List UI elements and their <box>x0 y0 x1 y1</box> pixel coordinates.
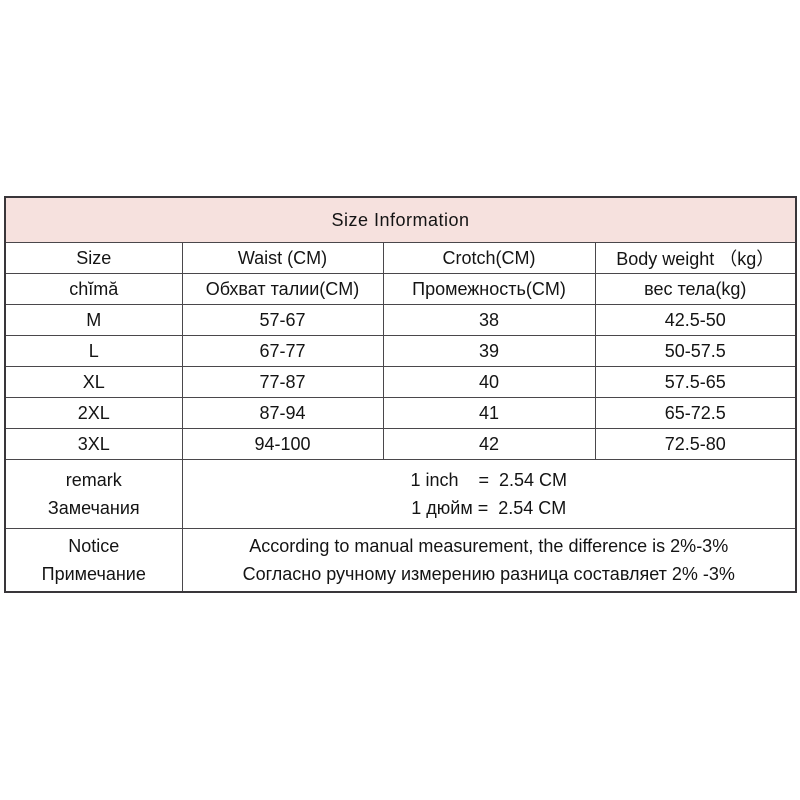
column-header-waist-local: Обхват талии(CM) <box>181 273 384 305</box>
inch-conversion-ru: 1 дюйм = 2.54 CM <box>411 498 567 518</box>
table-row-xl: XL 77-87 40 57.5-65 <box>4 366 797 398</box>
cell-waist: 77-87 <box>181 366 384 398</box>
measurement-note-ru: Согласно ручному измерению разница соста… <box>242 564 735 584</box>
cell-size-label: 2XL <box>4 397 183 429</box>
remark-label: remark Замечания <box>4 459 183 529</box>
cell-weight: 42.5-50 <box>594 304 797 336</box>
title-row: Size Information <box>4 196 797 243</box>
cell-waist: 87-94 <box>181 397 384 429</box>
cell-size-label: 3XL <box>4 428 183 460</box>
column-header-waist: Waist (CM) <box>181 242 384 274</box>
cell-crotch: 39 <box>382 335 596 367</box>
cell-weight: 50-57.5 <box>594 335 797 367</box>
column-header-size: Size <box>4 242 183 274</box>
column-header-body-weight-local: вес тела(kg) <box>594 273 797 305</box>
inch-conversion-en: 1 inch = 2.54 CM <box>410 470 568 490</box>
column-header-crotch: Crotch(CM) <box>382 242 596 274</box>
remark-row: remark Замечания 1 inch = 2.54 CM 1 дюйм… <box>4 459 797 529</box>
cell-crotch: 42 <box>382 428 596 460</box>
cell-crotch: 38 <box>382 304 596 336</box>
notice-label: Notice Примечание <box>4 528 183 593</box>
table-row-m: M 57-67 38 42.5-50 <box>4 304 797 336</box>
notice-row: Notice Примечание According to manual me… <box>4 528 797 593</box>
notice-content: According to manual measurement, the dif… <box>181 528 797 593</box>
header-row-localized: chĭmă Обхват талии(CM) Промежность(CM) в… <box>4 273 797 305</box>
size-information-table: Size Information Size Waist (CM) Crotch(… <box>4 196 797 593</box>
table-row-l: L 67-77 39 50-57.5 <box>4 335 797 367</box>
table-row-3xl: 3XL 94-100 42 72.5-80 <box>4 428 797 460</box>
remark-label-ru: Замечания <box>47 498 140 518</box>
cell-size-label: M <box>4 304 183 336</box>
column-header-crotch-local: Промежность(CM) <box>382 273 596 305</box>
cell-weight: 65-72.5 <box>594 397 797 429</box>
cell-size-label: XL <box>4 366 183 398</box>
remark-label-en: remark <box>65 470 122 490</box>
cell-waist: 94-100 <box>181 428 384 460</box>
cell-waist: 57-67 <box>181 304 384 336</box>
notice-label-ru: Примечание <box>41 564 146 584</box>
cell-weight: 72.5-80 <box>594 428 797 460</box>
cell-crotch: 41 <box>382 397 596 429</box>
header-row-english: Size Waist (CM) Crotch(CM) Body weight （… <box>4 242 797 274</box>
cell-weight: 57.5-65 <box>594 366 797 398</box>
notice-label-en: Notice <box>68 536 120 556</box>
column-header-body-weight: Body weight （kg） <box>594 242 797 274</box>
table-row-2xl: 2XL 87-94 41 65-72.5 <box>4 397 797 429</box>
column-header-size-local: chĭmă <box>4 273 183 305</box>
cell-waist: 67-77 <box>181 335 384 367</box>
table-title: Size Information <box>4 196 797 243</box>
measurement-note-en: According to manual measurement, the dif… <box>249 536 729 556</box>
remark-content: 1 inch = 2.54 CM 1 дюйм = 2.54 CM <box>181 459 797 529</box>
cell-crotch: 40 <box>382 366 596 398</box>
cell-size-label: L <box>4 335 183 367</box>
